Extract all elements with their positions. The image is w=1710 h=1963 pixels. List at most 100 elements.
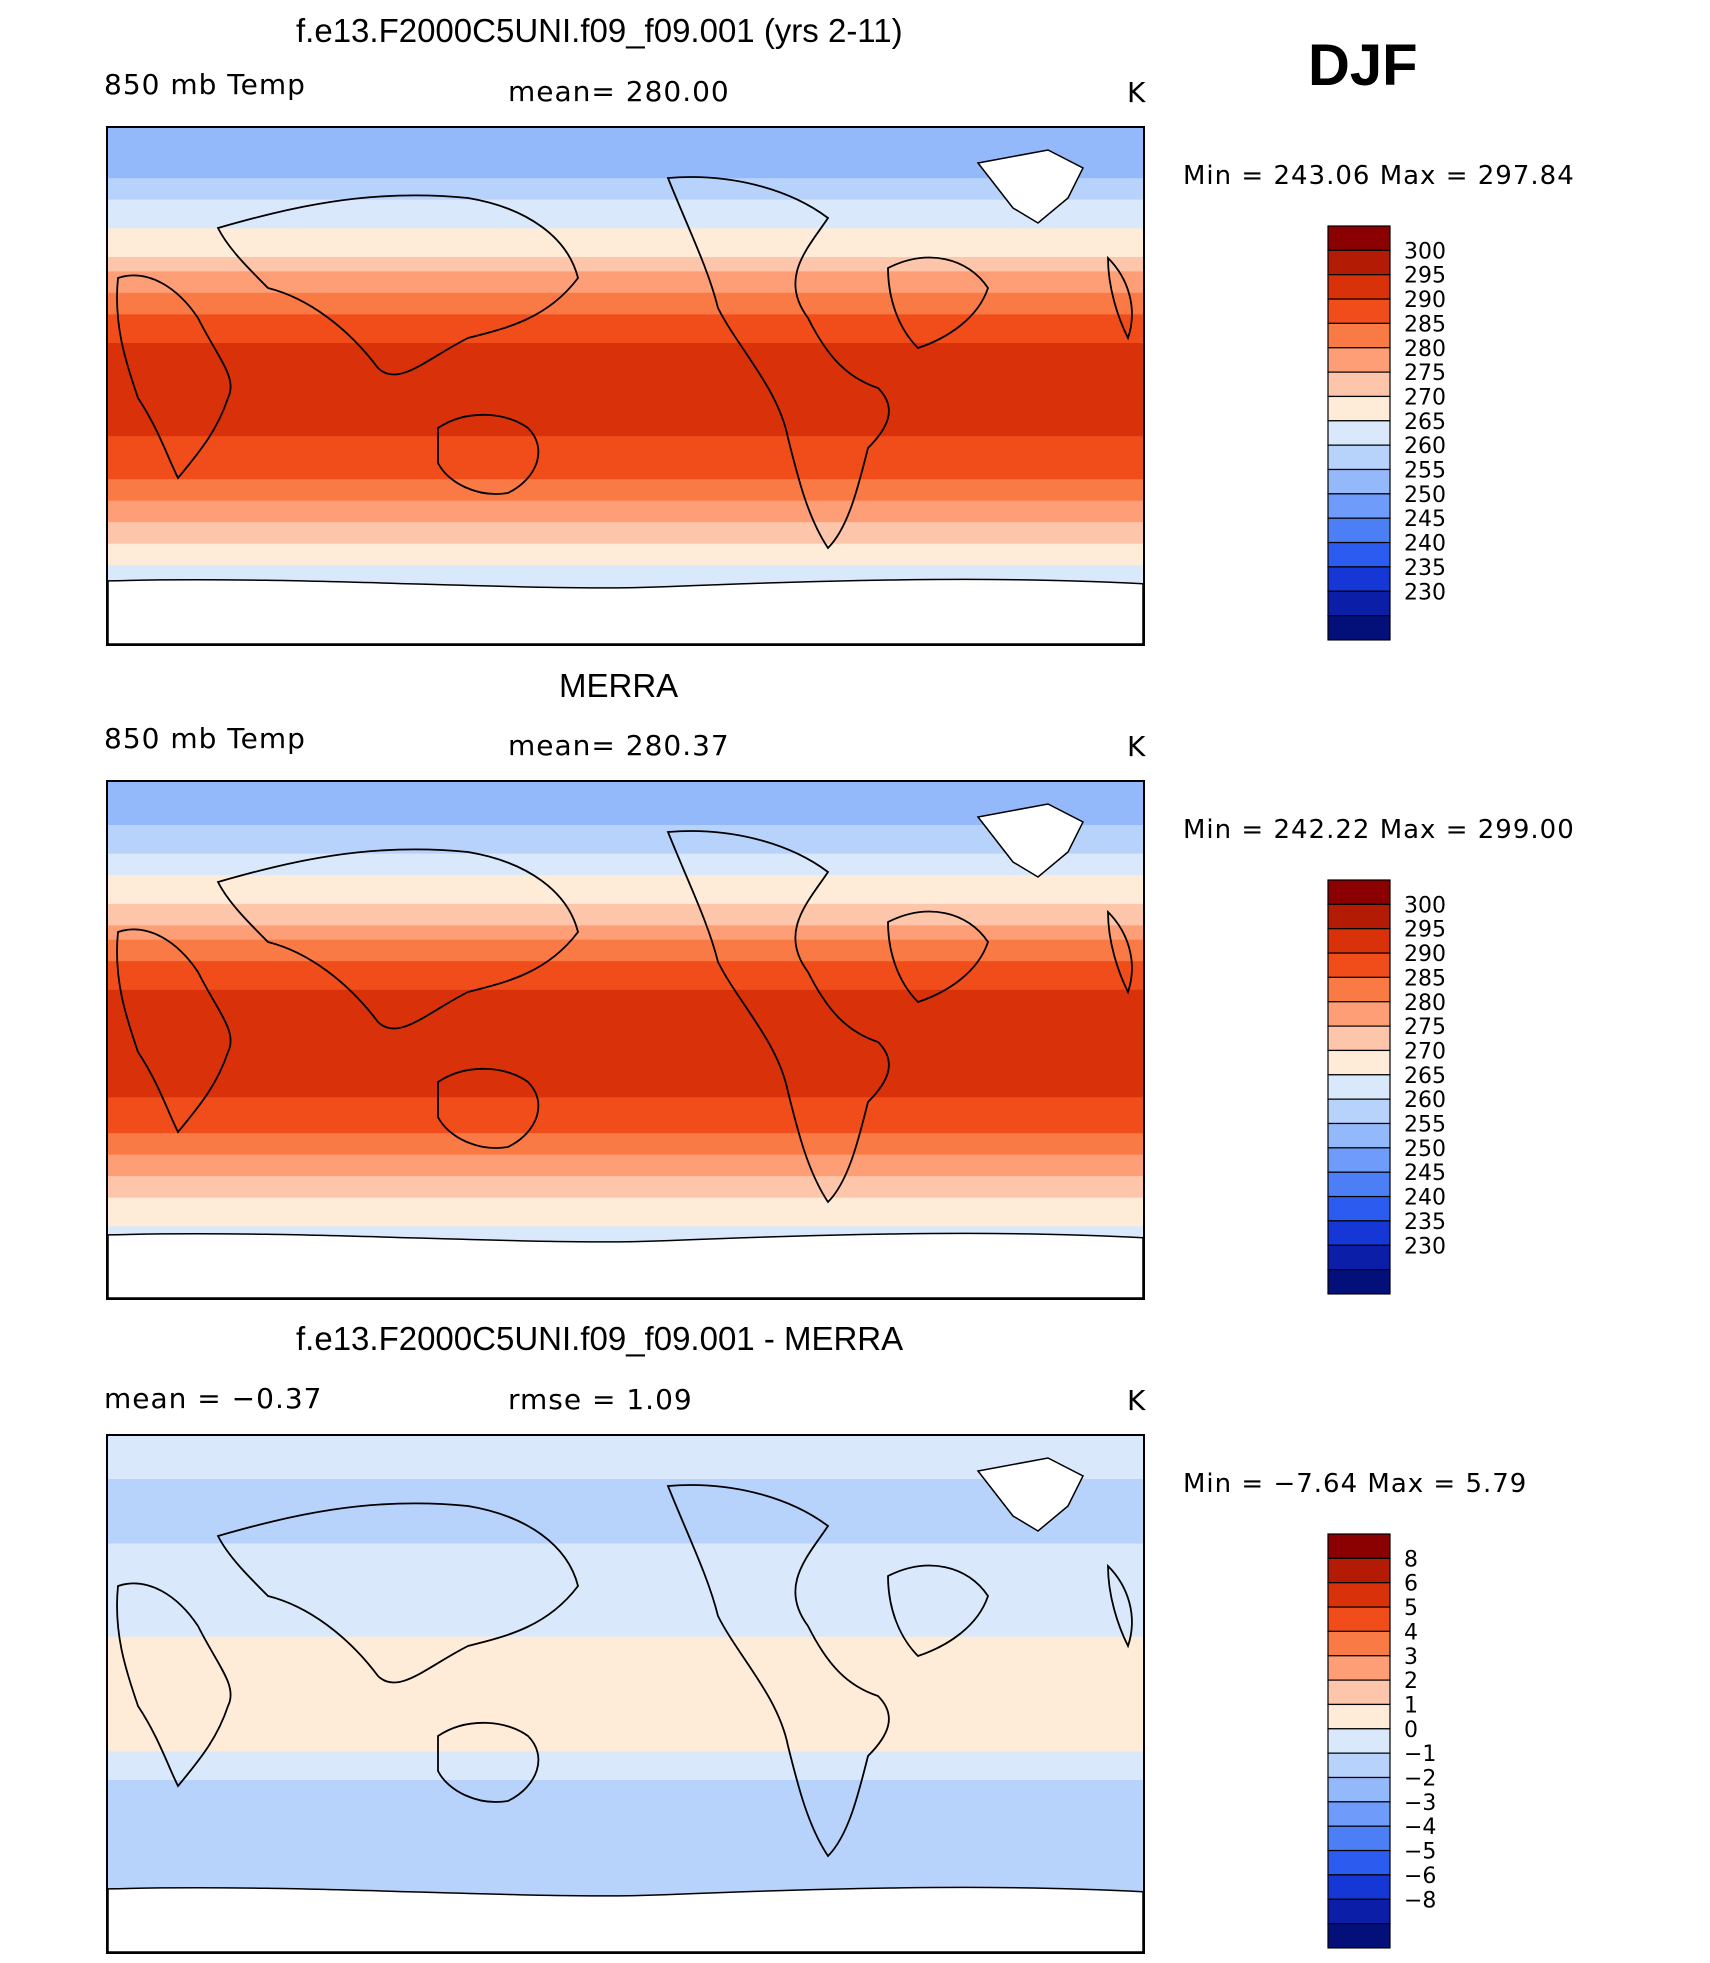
colorbar-tick-label: 300 [1404,239,1446,264]
lat-band [108,1679,1143,1688]
greenland-landmass [976,149,1085,224]
lat-band [108,1543,1143,1552]
lat-band [108,357,1143,366]
panel1-variable-label: 850 mb Temp [104,68,306,101]
colorbar-box [1327,1147,1391,1173]
coastline [116,274,232,480]
lat-band [108,185,1143,194]
lat-band [108,1529,1143,1537]
lat-band [108,572,1143,581]
colorbar-tick-label: 255 [1404,459,1446,484]
lat-band [108,1197,1143,1206]
season-label: DJF [1308,33,1418,98]
lat-band [108,1887,1143,1896]
lat-band [108,1479,1143,1487]
lat-band [108,386,1143,394]
lat-band [108,1047,1143,1055]
lat-band [108,825,1143,833]
colorbar-tick-label: 260 [1404,434,1446,459]
lat-band [108,896,1143,905]
lat-band [108,486,1143,495]
panel1-colorbar: 300 295 290 285 280 275 270 265 260 255 250 245 240 2… [1327,225,1548,641]
lat-band [108,1457,1143,1466]
colorbar-box [1327,1898,1391,1925]
lat-band [108,522,1143,530]
lat-band [108,178,1143,186]
colorbar-box [1327,1801,1391,1827]
colorbar-box [1327,879,1391,905]
colorbar-box [1327,444,1391,471]
panel3-title: f.e13.F2000C5UNI.f09_f09.001 - MERRA [296,1320,904,1357]
colorbar-box [1327,615,1391,641]
coastline [437,1067,540,1149]
colorbar-tick-label: 3 [1404,1645,1418,1670]
lat-band [108,1815,1143,1824]
lat-band [108,1147,1143,1156]
lat-band [108,1873,1143,1881]
panel3-min-max: Min = −7.64 Max = 5.79 [1183,1469,1528,1499]
lat-band [108,1658,1143,1666]
lat-band [108,1823,1143,1831]
lat-band [108,1751,1143,1760]
lat-band [108,803,1143,812]
colorbar-tick-label: 245 [1404,507,1446,532]
lat-band [108,350,1143,358]
lat-band [108,515,1143,523]
lat-band [108,911,1143,919]
lat-band [108,1161,1143,1170]
lat-band [108,1866,1143,1874]
lat-band [108,579,1143,588]
lat-band [108,860,1143,869]
colorbar-tick-label: 6 [1404,1572,1418,1597]
lat-band [108,1636,1143,1645]
colorbar-box [1327,225,1391,251]
panel1-min-max: Min = 243.06 Max = 297.84 [1183,161,1575,191]
lat-band [108,500,1143,509]
lat-band [108,1212,1143,1220]
lat-band [108,1040,1143,1048]
coastline [116,1582,232,1788]
coastline [666,1484,890,1858]
lat-band [108,839,1143,848]
lat-band [108,1104,1143,1113]
colorbar-box [1327,468,1391,495]
colorbar-tick-label: 245 [1404,1161,1446,1186]
lat-band [108,954,1143,962]
colorbar-box [1327,1220,1391,1246]
colorbar-box [1327,298,1391,325]
colorbar-tick-label: −4 [1404,1815,1436,1840]
colorbar-tick-label: 275 [1404,361,1446,386]
colorbar-box [1327,1533,1391,1559]
lat-band [108,1686,1143,1695]
colorbar-box [1327,1874,1391,1900]
lat-band [108,307,1143,315]
panel3-map [106,1434,1145,1954]
lat-band [108,1579,1143,1588]
lat-band [108,1665,1143,1674]
colorbar-box [1327,1825,1391,1852]
colorbar-box [1327,566,1391,592]
lat-band [108,796,1143,805]
lat-band [108,1722,1143,1731]
lat-band [108,1154,1143,1163]
lat-band [108,1880,1143,1889]
lat-band [108,1133,1143,1141]
lat-band [108,1808,1143,1817]
lat-band [108,1858,1143,1867]
lat-band [108,364,1143,373]
lat-band [108,1140,1143,1149]
panel1-title: f.e13.F2000C5UNI.f09_f09.001 (yrs 2-11) [296,12,903,49]
lat-band [108,1794,1143,1803]
lat-band [108,228,1143,237]
lat-band [108,1765,1143,1774]
lat-band [108,429,1143,437]
colorbar-tick-label: 0 [1404,1718,1418,1743]
colorbar-tick-label: 235 [1404,556,1446,581]
lat-band [108,1169,1143,1177]
lat-band [108,989,1143,998]
colorbar-tick-label: 295 [1404,918,1446,943]
coastline [216,1502,579,1684]
lat-band [108,868,1143,876]
lat-band [108,1032,1143,1041]
colorbar-box [1327,1630,1391,1657]
